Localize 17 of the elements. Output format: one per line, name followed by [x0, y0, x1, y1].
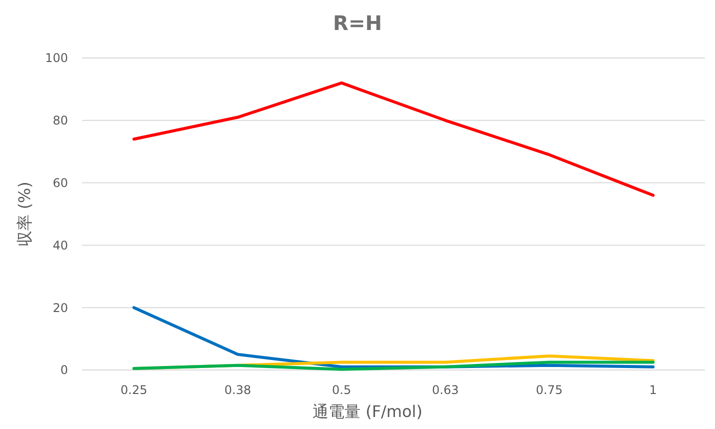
- line-series: [132, 360, 655, 371]
- x-tick-label: 0.25: [120, 383, 148, 397]
- y-axis-title: 収率 (%): [15, 182, 34, 246]
- y-tick-label: 60: [52, 176, 68, 190]
- y-tick-label: 0: [60, 363, 68, 378]
- x-tick-label: 1: [649, 383, 657, 397]
- x-tick-label: 0.63: [432, 383, 459, 397]
- chart-title: R=H: [333, 11, 382, 35]
- x-tick-label: 0.75: [536, 383, 563, 397]
- line-series: [132, 81, 655, 197]
- x-tick-label: 0.38: [224, 383, 252, 397]
- y-tick-label: 100: [45, 51, 68, 66]
- y-tick-label: 80: [52, 114, 68, 128]
- x-axis-title: 通電量 (F/mol): [312, 402, 422, 421]
- y-tick-label: 20: [52, 300, 68, 315]
- y-tick-label: 40: [52, 238, 68, 252]
- x-tick-label: 0.5: [332, 383, 352, 397]
